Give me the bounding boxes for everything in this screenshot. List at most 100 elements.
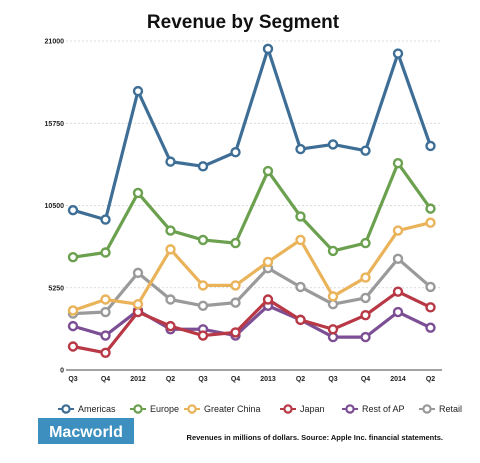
data-point: [425, 281, 436, 293]
y-axis-ticks: 0 5250 10500 15750 21000: [45, 39, 65, 375]
data-point: [100, 247, 111, 258]
x-tick-label: 2013: [260, 376, 276, 383]
legend-label: Americas: [78, 404, 116, 414]
series-line-retail: [72, 257, 432, 316]
legend-label: Japan: [300, 404, 325, 414]
data-point: [67, 252, 79, 263]
series-greater-china: [67, 217, 436, 316]
data-point: [230, 147, 241, 158]
x-tick-label: Q3: [68, 376, 77, 383]
data-point: [295, 143, 306, 155]
data-point: [100, 294, 111, 305]
data-point: [392, 306, 404, 318]
x-axis-ticks: Q3 Q4 2012 Q2 Q3 Q4 2013 Q2 Q3 Q4 2014 Q2: [68, 376, 435, 383]
logo-background: [38, 418, 134, 444]
x-tick-label: Q2: [426, 376, 435, 383]
data-point: [132, 267, 144, 279]
legend-label: Europe: [150, 404, 179, 414]
logo-text: Macworld: [49, 424, 123, 441]
data-point: [295, 281, 306, 293]
data-point: [165, 320, 176, 332]
series-line-americas: [72, 47, 433, 222]
data-point: [360, 237, 371, 249]
data-point: [67, 305, 79, 316]
data-point: [262, 294, 274, 305]
legend-marker: [283, 404, 293, 414]
series-lines: [67, 43, 436, 358]
data-point: [295, 211, 306, 222]
legend-label: Rest of AP: [362, 404, 405, 414]
data-point: [392, 48, 404, 59]
data-point: [360, 331, 371, 343]
data-point: [425, 322, 436, 333]
legend-item-japan: Japan: [280, 404, 325, 414]
y-tick-label: 0: [60, 368, 64, 375]
x-tick-label: Q4: [361, 376, 370, 383]
macworld-logo: Macworld: [38, 418, 134, 444]
data-point: [392, 253, 404, 264]
source-note: Revenues in millions of dollars. Source:…: [187, 433, 443, 442]
data-point: [360, 272, 371, 283]
y-tick-label: 5250: [48, 285, 64, 292]
legend-item-americas: Americas: [58, 404, 116, 414]
series-americas: [67, 43, 436, 225]
legend-item-rest-of-ap: Rest of AP: [342, 404, 405, 414]
x-tick-label: Q3: [198, 376, 207, 383]
data-point: [230, 327, 241, 338]
legend-marker: [133, 404, 143, 414]
data-point: [230, 297, 241, 308]
data-point: [100, 330, 111, 341]
data-point: [327, 139, 339, 150]
series-retail: [67, 253, 436, 319]
series-japan: [67, 286, 436, 358]
data-point: [360, 292, 371, 304]
legend-item-retail: Retail: [419, 404, 462, 414]
x-tick-label: Q2: [166, 376, 175, 383]
data-point: [295, 314, 306, 326]
data-point: [392, 157, 404, 169]
data-point: [197, 280, 209, 291]
data-point: [392, 286, 404, 297]
series-rest-of-ap: [67, 300, 436, 343]
y-tick-label: 21000: [45, 39, 65, 46]
data-point: [327, 245, 339, 257]
series-europe: [67, 157, 436, 263]
data-point: [262, 43, 274, 55]
data-point: [425, 217, 436, 228]
series-line-greater-china: [72, 221, 431, 312]
data-point: [230, 237, 241, 249]
data-point: [425, 302, 436, 313]
x-tick-label: 2014: [390, 376, 406, 383]
x-tick-label: Q2: [296, 376, 305, 383]
chart-title: Revenue by Segment: [147, 12, 340, 33]
data-point: [132, 85, 144, 97]
data-point: [425, 140, 436, 152]
y-tick-label: 15750: [45, 121, 65, 128]
data-point: [327, 291, 339, 302]
data-point: [327, 324, 339, 335]
x-tick-label: Q4: [231, 376, 240, 383]
series-line-japan: [72, 290, 432, 355]
data-point: [132, 187, 144, 199]
data-point: [360, 309, 371, 321]
data-point: [295, 234, 306, 246]
data-point: [230, 280, 241, 291]
data-point: [132, 299, 144, 310]
data-point: [425, 203, 436, 214]
data-point: [165, 225, 176, 236]
data-point: [67, 320, 79, 332]
data-point: [197, 234, 209, 246]
data-point: [165, 244, 176, 255]
x-tick-label: 2012: [130, 376, 146, 383]
x-tick-label: Q4: [101, 376, 110, 383]
legend-marker: [422, 404, 432, 414]
data-point: [67, 204, 79, 216]
data-point: [165, 156, 176, 167]
data-point: [197, 161, 209, 172]
data-point: [262, 165, 274, 177]
legend-item-greater-china: Greater China: [184, 404, 261, 414]
data-point: [165, 294, 176, 305]
legend-item-europe: Europe: [130, 404, 179, 414]
data-point: [360, 145, 371, 156]
